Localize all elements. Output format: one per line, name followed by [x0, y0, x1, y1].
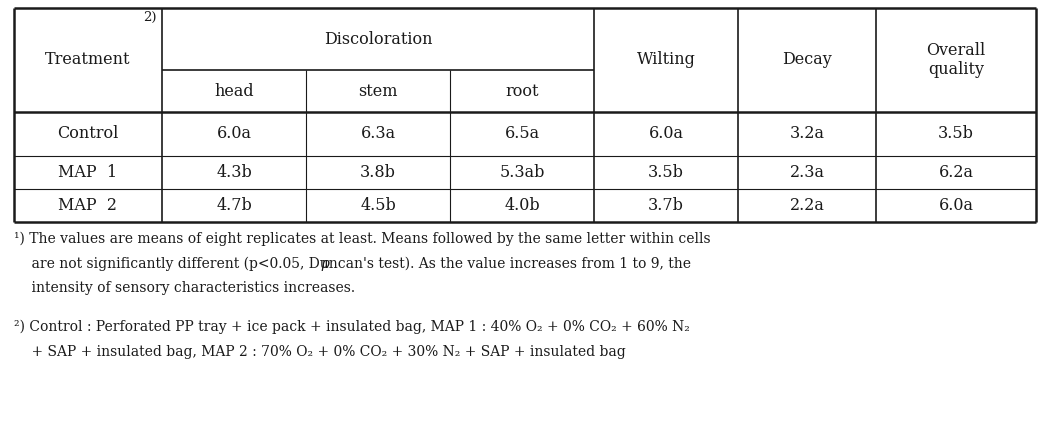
Text: 5.3ab: 5.3ab	[500, 164, 545, 181]
Text: 4.0b: 4.0b	[504, 197, 540, 214]
Text: 3.5b: 3.5b	[938, 126, 974, 143]
Text: 6.0a: 6.0a	[649, 126, 684, 143]
Text: Discoloration: Discoloration	[323, 31, 433, 48]
Text: Wilting: Wilting	[636, 52, 695, 69]
Text: 3.8b: 3.8b	[360, 164, 396, 181]
Text: 6.0a: 6.0a	[216, 126, 252, 143]
Text: MAP  1: MAP 1	[59, 164, 118, 181]
Text: 6.3a: 6.3a	[360, 126, 396, 143]
Text: Treatment: Treatment	[45, 52, 131, 69]
Text: 4.7b: 4.7b	[216, 197, 252, 214]
Text: stem: stem	[358, 83, 398, 100]
Text: intensity of sensory characteristics increases.: intensity of sensory characteristics inc…	[14, 282, 355, 295]
Text: 4.5b: 4.5b	[360, 197, 396, 214]
Text: 4.3b: 4.3b	[216, 164, 252, 181]
Text: root: root	[505, 83, 539, 100]
Text: 2.3a: 2.3a	[790, 164, 824, 181]
Text: head: head	[214, 83, 254, 100]
Text: Overall
quality: Overall quality	[926, 42, 986, 78]
Text: 3.2a: 3.2a	[790, 126, 824, 143]
Text: are not significantly different (⁠p<0.05, Duncan's test). As the value increases: are not significantly different (⁠p<0.05…	[14, 257, 691, 271]
Text: 6.5a: 6.5a	[504, 126, 540, 143]
Text: p: p	[320, 257, 330, 271]
Text: + SAP + insulated bag, MAP 2 : 70% O₂ + 0% CO₂ + 30% N₂ + SAP + insulated bag: + SAP + insulated bag, MAP 2 : 70% O₂ + …	[14, 345, 626, 359]
Text: 2): 2)	[143, 12, 156, 24]
Text: ¹) The values are means of eight replicates at least. Means followed by the same: ¹) The values are means of eight replica…	[14, 232, 711, 246]
Text: ²) Control : Perforated PP tray + ice pack + insulated bag, MAP 1 : 40% O₂ + 0% : ²) Control : Perforated PP tray + ice pa…	[14, 320, 690, 334]
Text: MAP  2: MAP 2	[59, 197, 118, 214]
Text: 3.7b: 3.7b	[648, 197, 684, 214]
Text: 6.2a: 6.2a	[939, 164, 973, 181]
Text: Decay: Decay	[782, 52, 832, 69]
Text: 3.5b: 3.5b	[648, 164, 684, 181]
Text: Control: Control	[58, 126, 119, 143]
Text: 6.0a: 6.0a	[939, 197, 973, 214]
Text: 2.2a: 2.2a	[790, 197, 824, 214]
